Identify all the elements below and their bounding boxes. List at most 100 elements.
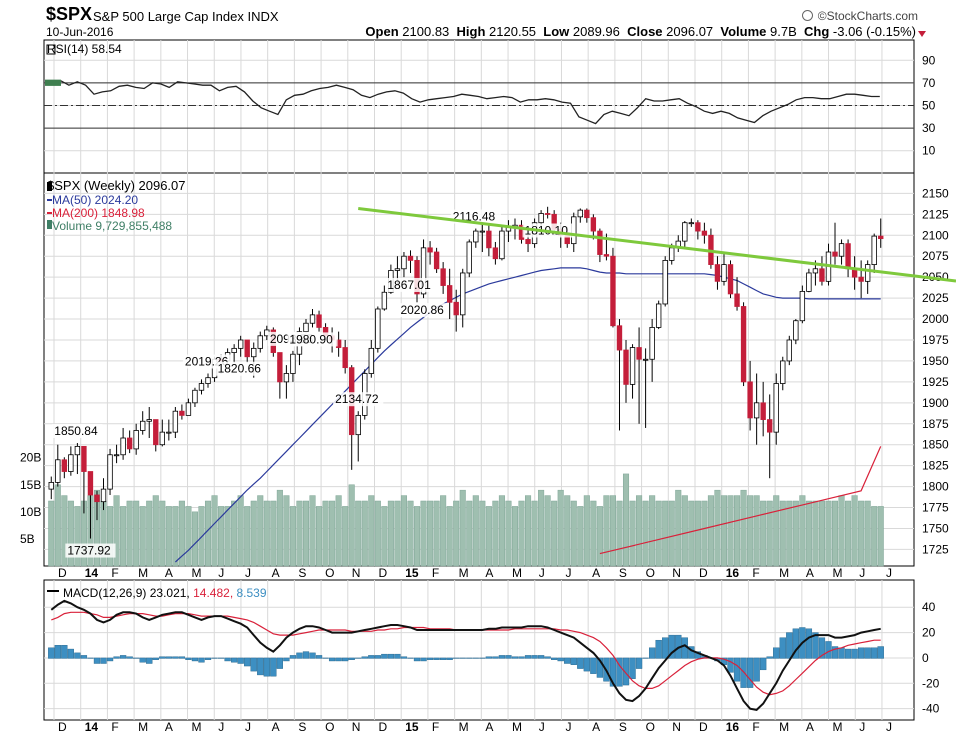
candle-up	[283, 373, 290, 383]
price-x-tick: A	[592, 566, 600, 580]
price-x-tick: A	[165, 566, 173, 580]
candle-down	[94, 494, 100, 503]
macd-histogram-bar	[178, 656, 186, 659]
macd-x-tick: 16	[726, 720, 740, 734]
macd-histogram-bar	[139, 657, 146, 663]
macd-x-tick: A	[592, 720, 600, 734]
volume-bar	[218, 506, 225, 567]
macd-x-tick: A	[272, 720, 280, 734]
volume-bar	[296, 500, 303, 567]
price-x-tick: F	[111, 566, 118, 580]
volume-value: 9.7B	[770, 24, 797, 39]
price-y-tick: 1775	[922, 501, 949, 515]
macd-histogram-bar	[446, 657, 453, 660]
macd-histogram-bar	[557, 657, 564, 662]
ma50-legend-text: MA(50) 2024.20	[52, 193, 139, 207]
macd-histogram-bar	[544, 656, 551, 659]
price-y-tick: 1750	[922, 521, 949, 535]
volume-y-tick: 5B	[20, 532, 35, 546]
volume-bar	[779, 500, 786, 567]
macd-histogram-bar	[322, 657, 329, 659]
macd-x-tick: J	[218, 720, 224, 734]
candle-up	[107, 454, 113, 490]
candle-up	[773, 383, 779, 433]
macd-histogram-bar	[394, 653, 401, 659]
macd-x-tick: F	[111, 720, 118, 734]
macd-histogram-bar	[773, 647, 780, 659]
macd-histogram-bar	[583, 657, 590, 672]
volume-bar	[244, 506, 251, 567]
macd-histogram-bar	[851, 648, 858, 659]
macd-histogram-bar	[159, 656, 166, 659]
volume-bar	[858, 500, 865, 567]
macd-x-tick: A	[165, 720, 173, 734]
macd-histogram-bar	[283, 657, 290, 662]
volume-bar	[655, 500, 662, 567]
volume-bar	[237, 495, 244, 567]
macd-legend-v3: 8.539	[236, 586, 267, 600]
price-x-tick: A	[806, 566, 814, 580]
macd-x-tick: F	[752, 720, 759, 734]
macd-histogram-bar	[237, 657, 244, 664]
macd-histogram-bar	[609, 657, 617, 687]
volume-bar	[577, 506, 584, 567]
volume-bar	[348, 484, 355, 567]
macd-histogram-bar	[616, 657, 623, 687]
volume-bar	[472, 495, 479, 567]
candle-down	[244, 339, 250, 358]
macd-legend-v2: 14.482,	[193, 586, 234, 600]
macd-histogram-bar	[217, 657, 225, 659]
trendline	[358, 206, 956, 283]
candle-up	[864, 264, 871, 282]
volume-bar	[48, 500, 55, 567]
volume-bar	[505, 500, 512, 567]
price-x-tick: M	[138, 566, 148, 580]
macd-x-tick: J	[859, 720, 865, 734]
macd-histogram-bar	[368, 655, 375, 659]
rsi-y-tick: 70	[922, 76, 936, 90]
volume-bar	[139, 506, 146, 567]
price-x-tick: J	[539, 566, 545, 580]
macd-histogram-bar	[825, 641, 832, 659]
macd-histogram-bar	[511, 656, 519, 659]
candle-down	[277, 352, 283, 383]
macd-histogram-bar	[551, 657, 558, 660]
ma50-line	[174, 267, 881, 563]
macd-histogram-bar	[191, 657, 199, 662]
candle-up	[55, 459, 61, 483]
volume-bar	[570, 500, 577, 567]
volume-bar	[734, 495, 741, 567]
macd-legend-name: MACD(12,26,9)	[63, 586, 147, 600]
brand[interactable]: ©StockCharts.com	[817, 9, 918, 23]
macd-histogram-bar	[67, 648, 74, 659]
macd-line	[50, 599, 881, 711]
volume-bar	[211, 495, 218, 567]
volume-bar	[302, 500, 310, 567]
macd-histogram-bar	[198, 657, 205, 663]
macd-histogram-bar	[87, 657, 94, 659]
price-annotation: 2020.86	[400, 303, 444, 317]
volume-bar	[407, 500, 414, 567]
low-label: Low	[543, 24, 570, 39]
candle-down	[740, 306, 747, 383]
candle-up	[375, 308, 381, 349]
price-x-tick: 16	[726, 566, 740, 580]
volume-bar	[361, 500, 368, 567]
volume-bar	[557, 489, 564, 567]
macd-histogram-bar	[564, 657, 571, 664]
macd-histogram-bar	[590, 657, 597, 674]
candle-down	[701, 230, 708, 236]
macd-histogram-bar	[302, 651, 310, 659]
volume-bar	[583, 495, 590, 567]
volume-bar	[851, 495, 858, 567]
price-annotation: 1980.90	[289, 332, 333, 346]
volume-bar	[427, 500, 434, 567]
macd-y-tick: -20	[922, 676, 940, 690]
macd-histogram-bar	[877, 646, 884, 659]
candle-up	[237, 339, 244, 349]
volume-bar	[845, 500, 852, 567]
candle-up	[649, 327, 655, 360]
price-x-tick: N	[352, 566, 361, 580]
candle-down	[427, 247, 433, 253]
